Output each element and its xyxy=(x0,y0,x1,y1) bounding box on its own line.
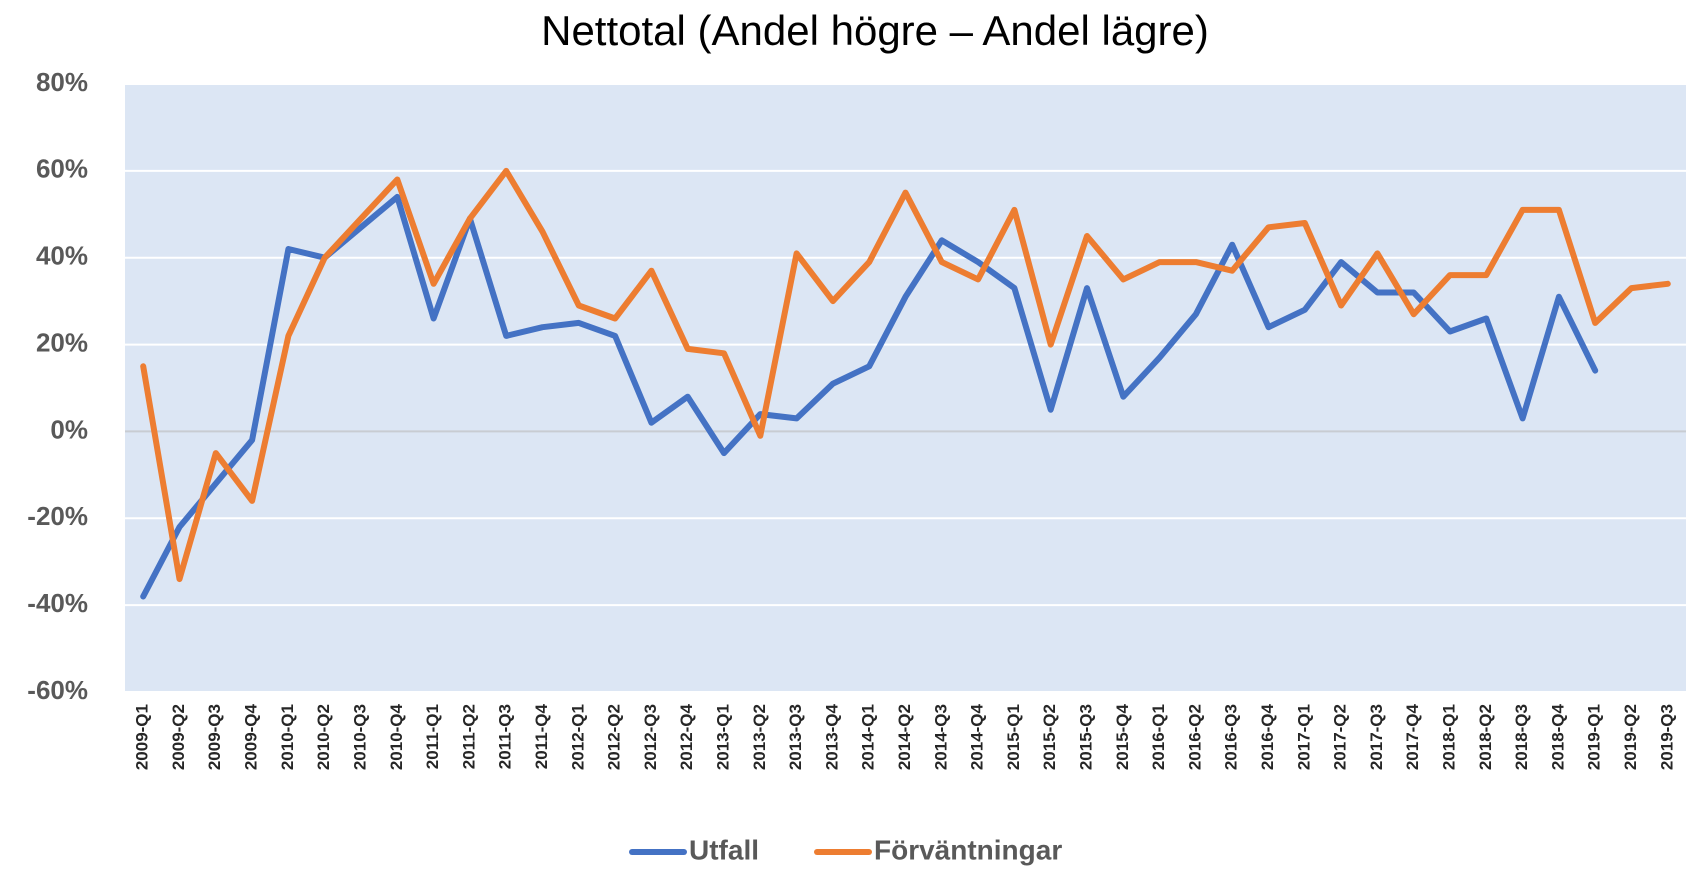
x-tick-label: 2017-Q3 xyxy=(1367,704,1386,770)
y-tick-label: -60% xyxy=(27,675,88,705)
x-tick-label: 2012-Q4 xyxy=(677,703,696,770)
x-tick-label: 2019-Q2 xyxy=(1621,704,1640,770)
x-tick-label: 2009-Q2 xyxy=(169,704,188,770)
x-tick-label: 2017-Q4 xyxy=(1403,703,1422,770)
plot-area xyxy=(125,84,1686,692)
x-tick-label: 2013-Q1 xyxy=(713,704,732,770)
x-tick-label: 2010-Q2 xyxy=(314,704,333,770)
x-tick-label: 2019-Q1 xyxy=(1585,704,1604,770)
x-tick-label: 2012-Q1 xyxy=(568,704,587,770)
x-tick-label: 2019-Q3 xyxy=(1657,704,1676,770)
x-tick-label: 2013-Q3 xyxy=(786,704,805,770)
y-tick-label: 20% xyxy=(36,327,88,357)
x-tick-label: 2016-Q4 xyxy=(1258,703,1277,770)
x-tick-label: 2013-Q4 xyxy=(822,703,841,770)
y-tick-label: 80% xyxy=(36,67,88,97)
x-tick-label: 2011-Q1 xyxy=(423,704,442,769)
y-tick-label: 60% xyxy=(36,154,88,184)
x-tick-label: 2014-Q4 xyxy=(968,703,987,770)
x-tick-label: 2010-Q1 xyxy=(278,704,297,770)
legend-label: Förväntningar xyxy=(874,834,1062,865)
x-tick-label: 2015-Q1 xyxy=(1004,704,1023,770)
y-tick-label: -20% xyxy=(27,501,88,531)
x-tick-label: 2018-Q4 xyxy=(1548,703,1567,770)
x-tick-label: 2016-Q1 xyxy=(1149,704,1168,770)
x-tick-label: 2015-Q3 xyxy=(1076,704,1095,770)
x-tick-label: 2016-Q3 xyxy=(1222,704,1241,770)
x-tick-label: 2018-Q3 xyxy=(1512,704,1531,770)
series-line xyxy=(140,167,1671,583)
x-tick-label: 2014-Q1 xyxy=(859,704,878,770)
x-tick-label: 2011-Q4 xyxy=(532,703,551,769)
x-tick-label: 2010-Q4 xyxy=(387,703,406,770)
legend-label: Utfall xyxy=(689,834,759,865)
x-tick-label: 2012-Q3 xyxy=(641,704,660,770)
x-tick-label: 2015-Q4 xyxy=(1113,703,1132,770)
x-tick-label: 2009-Q4 xyxy=(242,703,261,770)
x-tick-label: 2016-Q2 xyxy=(1185,704,1204,770)
x-tick-label: 2017-Q2 xyxy=(1331,704,1350,770)
x-tick-label: 2018-Q2 xyxy=(1476,704,1495,770)
x-tick-label: 2015-Q2 xyxy=(1040,704,1059,770)
x-tick-label: 2018-Q1 xyxy=(1440,704,1459,770)
x-tick-label: 2017-Q1 xyxy=(1294,704,1313,770)
x-tick-label: 2009-Q1 xyxy=(133,704,152,770)
x-tick-label: 2014-Q2 xyxy=(895,704,914,770)
x-tick-label: 2014-Q3 xyxy=(931,704,950,770)
x-tick-label: 2011-Q2 xyxy=(459,704,478,769)
x-tick-label: 2009-Q3 xyxy=(205,704,224,770)
y-tick-label: -40% xyxy=(27,588,88,618)
x-tick-label: 2010-Q3 xyxy=(350,704,369,770)
x-tick-label: 2011-Q3 xyxy=(496,704,515,769)
series-line xyxy=(140,193,1599,600)
y-tick-label: 40% xyxy=(36,241,88,271)
x-tick-label: 2012-Q2 xyxy=(605,704,624,770)
y-tick-label: 0% xyxy=(50,414,88,444)
chart-title: Nettotal (Andel högre – Andel lägre) xyxy=(541,7,1209,54)
x-tick-label: 2013-Q2 xyxy=(750,704,769,770)
